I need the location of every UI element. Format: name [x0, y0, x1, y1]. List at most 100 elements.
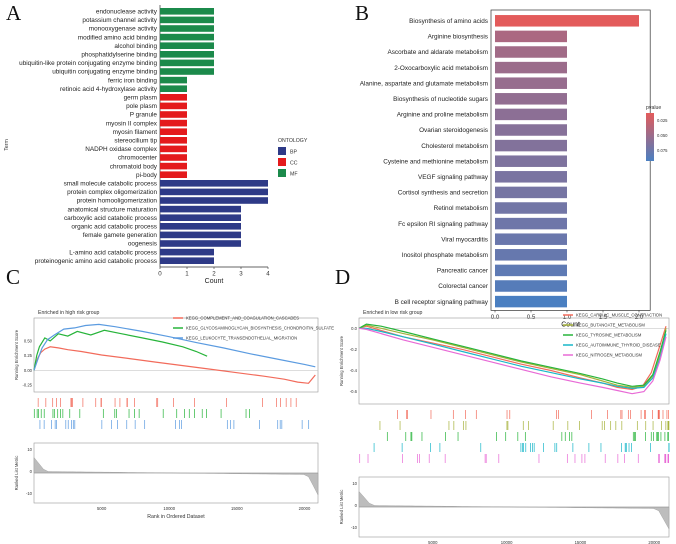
a-bar [160, 197, 268, 204]
b-pathway-label: Ovarian steroidogenesis [419, 127, 488, 134]
a-bar [160, 51, 214, 58]
a-bar [160, 128, 187, 135]
a-legend-title: ONTOLOGY [278, 138, 308, 144]
a-bar [160, 25, 214, 32]
gsea-y-tick-label: 0.25 [24, 353, 33, 358]
gsea-y-tick-label: -0.4 [350, 368, 358, 373]
gsea-y-tick-label: -0.25 [22, 383, 32, 388]
gsea-x-tick-label: 15000 [231, 506, 243, 511]
b-bar [495, 77, 567, 89]
b-x-tick-label: 1.0 [563, 314, 572, 321]
b-bar [495, 30, 567, 43]
a-bar [160, 180, 268, 187]
gsea-es-line [33, 323, 316, 371]
gsea-es-line [359, 327, 667, 390]
a-bar [160, 76, 187, 84]
panel-letter-b: B [355, 1, 369, 25]
a-x-axis-title: Count [205, 278, 224, 285]
a-term-label: pi-body [136, 172, 158, 179]
a-term-label: phosphatidylserine binding [81, 52, 157, 59]
a-y-axis-title: Term [4, 139, 10, 151]
gsea-es-line [358, 324, 667, 389]
b-bar [495, 202, 567, 214]
b-x-tick-label: 1.5 [599, 314, 608, 321]
gsea-title: Enriched in high risk group [38, 310, 100, 316]
a-bar [160, 214, 241, 221]
a-term-label: monooxygenase activity [89, 26, 158, 33]
b-x-tick-label: 0.5 [527, 314, 536, 321]
gsea-metric-area [358, 490, 670, 530]
gsea-y-axis-title: Running Enrichment Score [14, 329, 19, 380]
a-bar [160, 171, 187, 178]
a-bar [160, 154, 187, 161]
a-x-tick-label: 1 [185, 271, 189, 278]
a-bar [160, 111, 187, 118]
a-bar [160, 240, 241, 247]
a-bar [160, 248, 214, 256]
a-term-label: ferric iron binding [108, 77, 157, 84]
a-term-label: chromatoid body [110, 163, 158, 170]
b-colorbar [646, 113, 654, 161]
b-pathway-label: Inositol phosphate metabolism [402, 252, 488, 259]
a-term-label: protein complex oligomerization [67, 189, 157, 196]
gsea-y-tick-label: 0.00 [24, 368, 33, 373]
b-pathway-label: Biosynthesis of amino acids [409, 18, 488, 25]
gsea-es-line [358, 327, 667, 395]
a-bar [160, 8, 214, 15]
panel-letter-a: A [6, 1, 22, 25]
gsea-frame [358, 317, 670, 405]
a-legend-label: BP [290, 150, 297, 156]
a-term-label: myosin II complex [106, 120, 158, 127]
gsea-legend-label: KEGG_COMPLEMENT_AND_COAGULATION_CASCADES [186, 316, 299, 321]
b-bar [495, 280, 567, 292]
b-pathway-label: Fc epsilon RI signaling pathway [398, 221, 489, 228]
gsea-y-tick-label: 0.0 [351, 326, 357, 331]
gsea-x-tick-label: 10000 [501, 540, 513, 544]
a-term-label: P granule [130, 112, 158, 119]
b-pathway-label: Arginine and proline metabolism [397, 112, 488, 119]
gsea-metric-tick-label: 0 [30, 469, 33, 474]
gsea-es-line [358, 323, 667, 387]
b-x-tick-label: 2.0 [635, 314, 644, 321]
b-pathway-label: Ascorbate and aldarate metabolism [387, 49, 488, 56]
a-term-label: oogenesis [128, 241, 157, 248]
b-pathway-label: 2-Oxocarboxylic acid metabolism [394, 65, 488, 72]
b-bar [495, 233, 567, 245]
a-term-label: stereocilium tip [114, 138, 157, 145]
a-term-label: retinoic acid 4-hydroxylase activity [60, 86, 158, 93]
b-bar [495, 108, 567, 121]
gsea-y-tick-label: 0.50 [24, 338, 33, 343]
gsea-legend-label: KEGG_BUTANOATE_METABOLISM [576, 323, 645, 328]
panel-d-gsea-low-risk: Enriched in low risk group Running Enrich… [339, 310, 670, 544]
b-pathway-label: Biosynthesis of nucleotide sugars [393, 96, 488, 103]
gsea-metric-tick-label: -10 [26, 491, 33, 496]
a-term-label: chromocenter [118, 155, 158, 162]
b-bar [495, 61, 567, 74]
a-term-label: NADPH oxidase complex [85, 146, 158, 153]
gsea-title: Enriched in low risk group [363, 310, 423, 316]
gsea-y-tick-label: -0.2 [350, 347, 358, 352]
b-colorbar-tick-label: 0.050 [657, 133, 668, 138]
a-term-label: small molecule catabolic process [64, 181, 157, 188]
a-bar [160, 231, 241, 239]
a-legend-swatch [278, 169, 286, 177]
b-bar [495, 93, 567, 105]
b-bar [495, 124, 567, 136]
b-bar [495, 155, 567, 167]
a-term-label: germ plasm [124, 95, 157, 102]
a-x-tick-label: 2 [212, 271, 216, 278]
a-bar [160, 162, 187, 170]
gsea-y-axis-title: Running Enrichment Score [339, 335, 344, 386]
b-pathway-label: Cholesterol metabolism [421, 143, 488, 150]
a-bar [160, 33, 214, 41]
gsea-x-tick-label: 5000 [97, 506, 107, 511]
a-x-tick-label: 0 [158, 271, 162, 278]
gsea-metric-tick-label: -10 [351, 525, 358, 530]
gsea-legend-label: KEGG_GLYCOSAMINOGLYCAN_BIOSYNTHESIS_CHON… [186, 326, 334, 331]
a-bar [160, 16, 214, 24]
a-term-label: potassium channel activity [82, 17, 157, 24]
panel-letter-c: C [6, 265, 20, 289]
b-bar [495, 139, 567, 152]
b-pathway-label: Cortisol synthesis and secretion [398, 190, 489, 197]
